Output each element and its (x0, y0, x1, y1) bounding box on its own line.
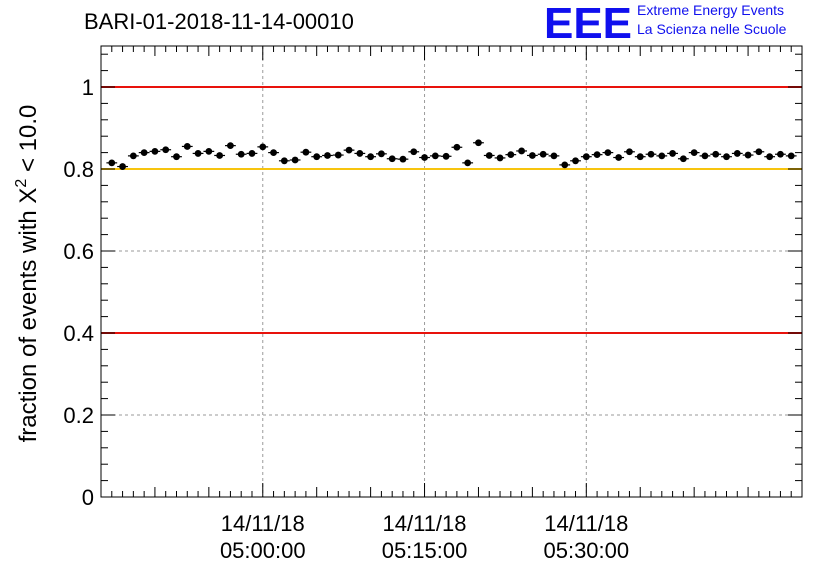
data-point (744, 151, 752, 159)
data-point (280, 157, 288, 165)
data-point (582, 153, 590, 161)
data-point (453, 143, 461, 151)
data-point (334, 151, 342, 159)
data-point (636, 153, 644, 161)
eee-logo: EEE (544, 2, 632, 42)
data-point (766, 153, 774, 161)
data-point (626, 148, 633, 156)
y-axis-label: fraction of events with Χ2 < 10.0 (13, 105, 42, 443)
data-point (270, 149, 277, 157)
data-point (690, 149, 698, 157)
data-point (572, 157, 579, 165)
data-point (475, 139, 482, 147)
data-point (205, 147, 213, 155)
data-point (421, 154, 428, 161)
data-point (324, 152, 331, 159)
data-point (227, 142, 234, 150)
x-tick-label-date: 14/11/18 (544, 511, 628, 536)
data-point (151, 147, 159, 155)
y-tick-label: 0 (82, 485, 94, 510)
data-point (593, 151, 601, 159)
data-point (496, 154, 504, 162)
y-tick-label: 0.2 (63, 403, 94, 428)
data-point (679, 155, 687, 163)
y-axis-label-threshold: < 10.0 (15, 105, 42, 179)
data-point (183, 143, 191, 150)
data-point (777, 150, 784, 158)
data-series (106, 139, 797, 170)
x-tick-label-time: 05:30:00 (543, 538, 629, 563)
data-point (442, 152, 450, 160)
data-point (507, 151, 515, 159)
plot-area (101, 46, 802, 497)
x-tick-label-date: 14/11/18 (383, 511, 467, 536)
data-point (712, 150, 720, 158)
data-point (755, 148, 763, 156)
data-point (237, 150, 245, 158)
data-point (733, 150, 741, 157)
data-point (647, 150, 655, 158)
x-tick-label-time: 05:00:00 (220, 538, 306, 563)
y-tick-label: 0.6 (63, 239, 94, 264)
data-point (216, 152, 224, 159)
chart-title: BARI-01-2018-11-14-00010 (84, 9, 354, 34)
data-point (615, 154, 623, 161)
data-point (140, 149, 148, 157)
x-tick-label-date: 14/11/18 (221, 511, 305, 536)
plot-frame (100, 45, 803, 498)
data-point (399, 155, 407, 163)
data-point (248, 150, 256, 157)
data-point (173, 153, 180, 161)
data-point (291, 156, 299, 164)
data-point (550, 152, 558, 160)
data-point (194, 150, 202, 157)
data-point (464, 159, 472, 167)
data-point (162, 146, 170, 154)
data-point (367, 153, 375, 161)
logo-line-1: Extreme Energy Events (637, 2, 785, 18)
data-point (259, 143, 267, 151)
logo-line-2: La Scienza nelle Scuole (637, 21, 787, 37)
data-point (669, 150, 676, 157)
data-point (561, 161, 569, 169)
y-tick-label: 0.8 (63, 157, 94, 182)
data-point (604, 149, 612, 157)
data-point (485, 152, 493, 159)
x-tick-label-time: 05:15:00 (382, 538, 468, 563)
data-point (108, 159, 116, 167)
logo-letters: EEE (544, 2, 632, 42)
data-point (378, 150, 385, 158)
data-point (528, 152, 536, 159)
data-point (701, 152, 709, 160)
data-point (119, 163, 126, 170)
data-point (388, 155, 396, 163)
data-point (129, 152, 137, 160)
data-point (302, 148, 310, 156)
data-point (518, 147, 525, 155)
y-axis-label-text: fraction of events with Χ (15, 188, 42, 443)
data-point (431, 152, 439, 160)
data-point (356, 150, 364, 157)
data-point (723, 153, 730, 161)
data-point (410, 148, 418, 156)
y-tick-label: 0.4 (63, 321, 94, 346)
data-point (313, 153, 321, 161)
data-point (658, 152, 666, 160)
data-point (539, 150, 547, 158)
y-tick-label: 1 (82, 75, 94, 100)
data-point (787, 152, 795, 160)
data-point (345, 146, 353, 154)
y-axis-label-superscript: 2 (13, 179, 30, 188)
